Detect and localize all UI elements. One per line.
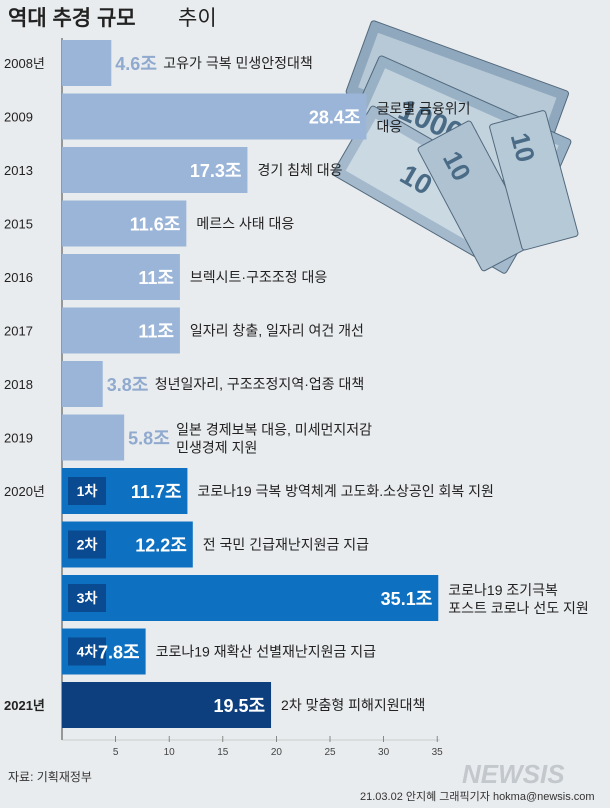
- bar-row: 2008년 4.6조 고유가 극복 민생안정대책: [4, 40, 313, 86]
- bar: [62, 307, 180, 354]
- bar-description: 민생경제 지원: [176, 440, 257, 456]
- year-label: 2020년: [4, 484, 45, 499]
- value-label: 19.5조: [213, 696, 265, 716]
- value-label: 7.8조: [98, 643, 140, 663]
- bar-row: 2016 11조 브렉시트·구조조정 대응: [4, 254, 327, 300]
- x-tick-group: 5 10 15 20 25 30 35: [113, 736, 443, 758]
- bar: [62, 254, 180, 300]
- bar-description: 코로나19 극복 방역체계 고도화.소상공인 회복 지원: [197, 483, 494, 499]
- x-tick-label: 5: [113, 747, 119, 758]
- x-tick-label: 35: [432, 747, 444, 758]
- value-label: 5.8조: [128, 429, 170, 449]
- value-label: 3.8조: [107, 375, 149, 395]
- bar-description: 코로나19 조기극복: [448, 582, 558, 598]
- x-tick-label: 20: [271, 747, 283, 758]
- value-label: 28.4조: [309, 108, 361, 128]
- year-label: 2017: [4, 324, 33, 339]
- bar-description: 코로나19 재확산 선별재난지원금 지급: [156, 644, 377, 660]
- bar: [62, 147, 248, 193]
- round-badge: [68, 584, 106, 612]
- bar-row: 2018 3.8조 청년일자리, 구조조정지역·업종 대책: [4, 361, 364, 407]
- round-badge: [68, 477, 106, 505]
- year-label: 2013: [4, 163, 33, 178]
- bar-row: 2015 11.6조 메르스 사태 대응: [4, 200, 294, 247]
- year-label: 2009: [4, 110, 33, 125]
- bar-rows: 2008년 4.6조 고유가 극복 민생안정대책 2009 28.4조 글로벌 금융위기대…: [4, 40, 589, 728]
- bar: [62, 40, 112, 86]
- bar-description: 2차 맞춤형 피해지원대책: [281, 697, 425, 713]
- round-badge-label: 1차: [77, 483, 98, 499]
- bar-description: 전 국민 긴급재난지원금 지급: [203, 537, 369, 553]
- bar-row: 2021년 19.5조 2차 맞춤형 피해지원대책: [4, 682, 425, 728]
- value-label: 17.3조: [190, 161, 242, 181]
- bar-row: 2013 17.3조 경기 침체 대응: [4, 147, 343, 193]
- bar: [62, 361, 103, 407]
- bar-description: 고유가 극복 민생안정대책: [163, 55, 312, 71]
- bar-row: 2017 11조 일자리 창출, 일자리 여건 개선: [4, 307, 364, 354]
- bar-row: 2차 12.2조 전 국민 긴급재난지원금 지급: [62, 521, 369, 568]
- value-label: 11.6조: [130, 215, 181, 235]
- bar-row: 4차 7.8조 코로나19 재확산 선별재난지원금 지급: [62, 628, 377, 675]
- bar: [62, 575, 439, 621]
- bar-description: 청년일자리, 구조조정지역·업종 대책: [155, 376, 365, 392]
- value-label: 35.1조: [381, 589, 433, 609]
- chart-subtitle: 추이: [178, 7, 217, 30]
- bar: [62, 414, 125, 461]
- x-tick-label: 25: [324, 747, 336, 758]
- credit-line: 21.03.02 안지혜 그래픽기자 hokma@newsis.com: [360, 790, 595, 803]
- round-badge-label: 4차: [77, 644, 98, 660]
- bar-row: 2020년 1차 11.7조 코로나19 극복 방역체계 고도화.소상공인 회복 지원: [4, 468, 494, 514]
- round-badge: [68, 530, 106, 559]
- brand-logo: NEWSIS: [462, 759, 565, 789]
- year-label: 2018: [4, 377, 33, 392]
- year-label: 2019: [4, 431, 33, 446]
- bar: [62, 682, 272, 728]
- banknote-stack-illustration: 10000 10 10 10: [332, 20, 579, 274]
- value-label: 11조: [138, 322, 174, 342]
- year-label: 2021년: [4, 698, 45, 713]
- bar-description: 포스트 코로나 선도 지원: [448, 600, 588, 616]
- bar-description: 일자리 창출, 일자리 여건 개선: [190, 323, 364, 339]
- round-badge-label: 2차: [77, 537, 98, 553]
- bar-description: 경기 침체 대응: [257, 162, 342, 178]
- x-tick-label: 30: [378, 747, 390, 758]
- value-label: 11조: [138, 268, 174, 288]
- bar-description: 글로벌 금융위기: [376, 101, 470, 117]
- value-label: 12.2조: [135, 536, 187, 556]
- bar: [62, 200, 187, 247]
- source-note: 자료: 기획재정부: [8, 770, 92, 784]
- round-badge: [68, 637, 106, 666]
- bar: [62, 93, 367, 140]
- year-label: 2008년: [4, 56, 45, 71]
- value-label: 4.6조: [115, 54, 157, 74]
- year-label: 2015: [4, 217, 33, 232]
- year-label: 2016: [4, 270, 33, 285]
- bar-description: 브렉시트·구조조정 대응: [190, 269, 327, 285]
- bar-description: 일본 경제보복 대응, 미세먼지저감: [176, 422, 372, 438]
- chart-title: 역대 추경 규모: [8, 7, 136, 30]
- bar-description: 대응: [376, 119, 402, 135]
- value-label: 11.7조: [131, 482, 182, 502]
- bar-description: 메르스 사태 대응: [196, 216, 294, 232]
- x-tick-label: 10: [164, 747, 176, 758]
- x-tick-label: 15: [217, 747, 229, 758]
- round-badge-label: 3차: [77, 590, 98, 606]
